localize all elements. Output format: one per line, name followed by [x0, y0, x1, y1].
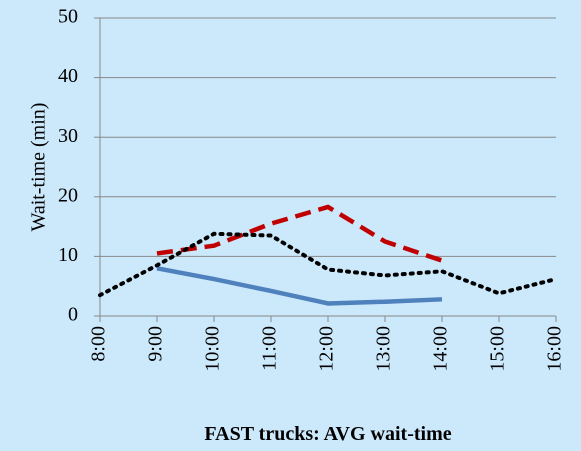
x-tick-label: 11:00	[259, 326, 281, 371]
x-tick-label: 15:00	[487, 326, 509, 372]
y-tick-label: 30	[58, 125, 78, 147]
x-tick-label: 8:00	[88, 326, 110, 362]
line-series	[156, 266, 443, 306]
x-tick-label: 12:00	[316, 326, 338, 372]
x-tick-label: 9:00	[145, 326, 167, 362]
y-tick-label: 50	[58, 6, 78, 28]
chart-title: FAST trucks: AVG wait-time	[204, 423, 451, 445]
y-axis-label: Wait-time (min)	[28, 103, 50, 232]
x-tick-label: 16:00	[544, 326, 566, 372]
x-tick-label: 14:00	[430, 326, 452, 372]
y-tick-label: 40	[58, 65, 78, 87]
x-tick-label: 13:00	[373, 326, 395, 372]
y-tick-label: 0	[68, 304, 78, 326]
y-tick-label: 20	[58, 184, 78, 206]
y-tick-label: 10	[58, 244, 78, 266]
x-tick-label: 10:00	[202, 326, 224, 372]
line-series	[98, 231, 558, 298]
line-series	[156, 204, 443, 263]
